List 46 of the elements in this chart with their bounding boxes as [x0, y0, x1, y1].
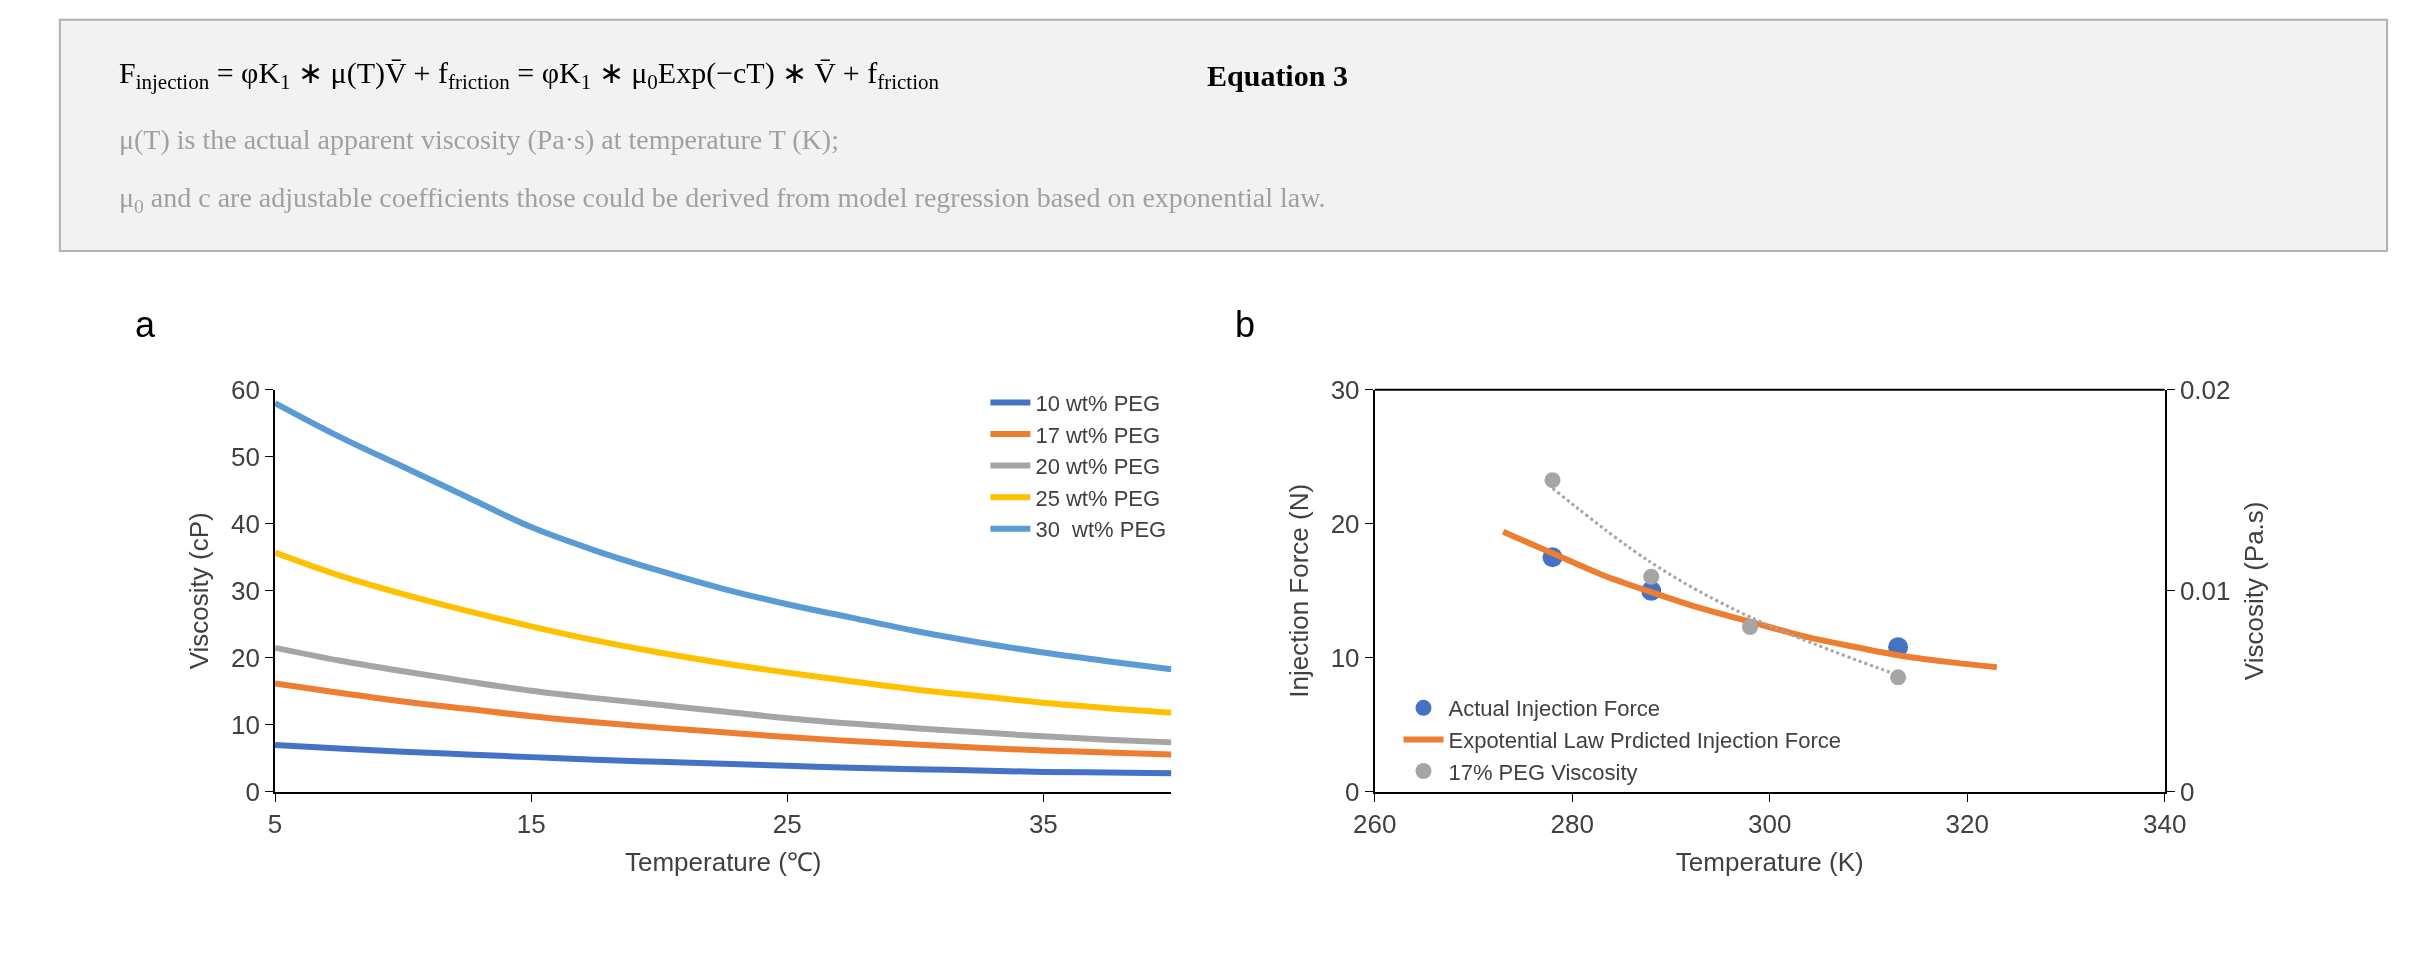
y2-tick-label: 0 — [2179, 777, 2195, 808]
legend-label: Actual Injection Force — [1448, 696, 1661, 722]
legend-label: 30 wt% PEG — [1035, 517, 1167, 543]
text: Equation 3 — [1207, 59, 1348, 92]
y-tick-label: 0 — [245, 777, 260, 808]
point — [1742, 619, 1758, 636]
y-tick-label: 40 — [230, 508, 260, 539]
x-tick-label: 280 — [1550, 809, 1594, 840]
text: F$_{injection}$ = φK$_{1}$ ∗ μ(T)V̄ + f$_{friction}$ = φK$_{1}$ ∗ μ$_{0}$Exp(−cT) ∗ V̄ + f$_{friction}$ — [119, 56, 939, 95]
y-tick-label: 50 — [230, 441, 260, 472]
legend-label: 10 wt% PEG — [1035, 390, 1161, 416]
y-axis-title: Viscosity (cP) — [183, 512, 214, 670]
x-tick-label: 25 — [772, 809, 802, 840]
x-axis-title: Temperature (℃) — [624, 847, 822, 878]
point — [1890, 669, 1907, 686]
x-axis-title: Temperature (K) — [1675, 847, 1864, 878]
y-tick-label: 60 — [230, 374, 260, 405]
x-tick-label: 260 — [1353, 809, 1397, 840]
y2-axis-title: Viscosity (Pa.s) — [2238, 501, 2269, 681]
text: a — [135, 304, 156, 345]
point — [1544, 472, 1561, 489]
y2-tick-label: 0.02 — [2179, 374, 2231, 405]
y-tick-label: 0 — [1345, 777, 1360, 808]
text: μ$_{0}$ and c are adjustable coefficients those could be derived from model regression based on exponential law. — [119, 182, 1326, 217]
text: b — [1235, 304, 1256, 345]
point — [1643, 568, 1660, 585]
x-tick-label: 300 — [1748, 809, 1792, 840]
legend-label: 17 wt% PEG — [1035, 422, 1161, 448]
y-tick-label: 10 — [1330, 642, 1360, 673]
text: μ(T) is the actual apparent viscosity (Pa·s) at temperature T (K); — [119, 124, 839, 155]
y-tick-label: 20 — [230, 642, 260, 673]
y2-tick-label: 0.01 — [2179, 575, 2231, 606]
y-tick-label: 10 — [230, 710, 260, 741]
x-tick-label: 320 — [1945, 809, 1989, 840]
y-tick-label: 30 — [1330, 374, 1360, 405]
x-tick-label: 15 — [516, 809, 546, 840]
y-tick-label: 20 — [1330, 508, 1360, 539]
y-axis-title: Injection Force (N) — [1283, 483, 1314, 698]
y-tick-label: 30 — [230, 575, 260, 606]
legend-label: 20 wt% PEG — [1035, 454, 1161, 480]
legend-label: Expotential Law Prdicted Injection Force — [1448, 727, 1842, 753]
x-tick-label: 35 — [1028, 809, 1058, 840]
x-tick-label: 5 — [267, 809, 283, 840]
x-tick-label: 340 — [2142, 809, 2187, 840]
legend-label: 17% PEG Viscosity — [1448, 759, 1638, 785]
legend-label: 25 wt% PEG — [1035, 485, 1161, 511]
